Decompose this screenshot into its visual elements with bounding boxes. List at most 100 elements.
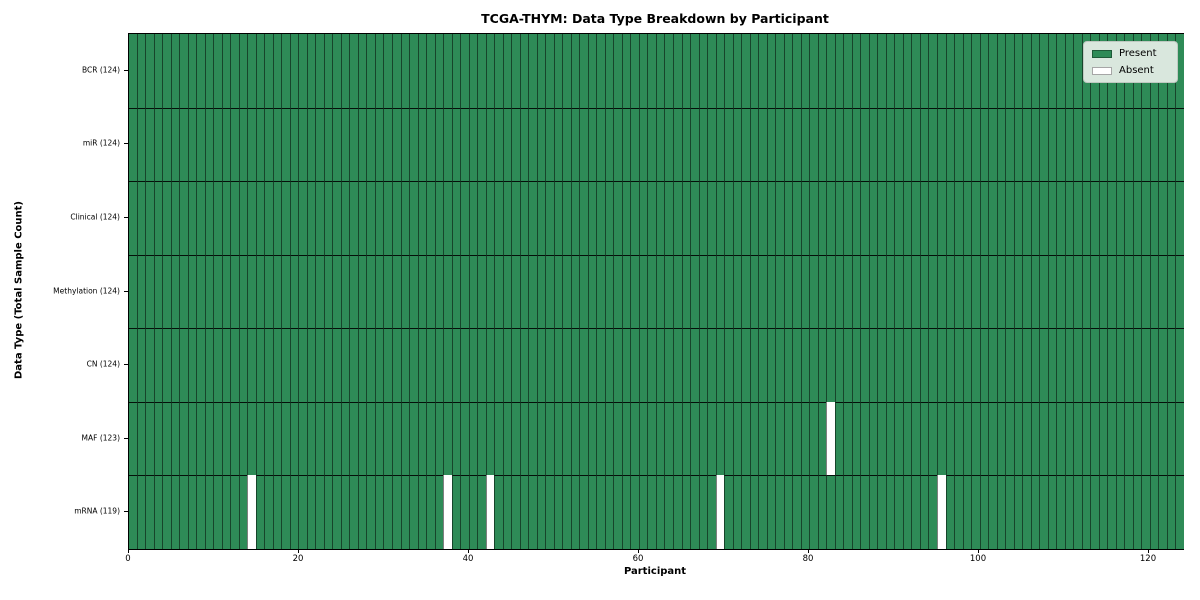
heatmap-cell-present — [698, 254, 708, 329]
heatmap-cell-present — [1124, 401, 1133, 476]
heatmap-cell-present — [553, 181, 563, 255]
heatmap-cell-absent — [247, 475, 256, 550]
heatmap-cell-present — [834, 401, 844, 476]
heatmap-cell-present — [281, 475, 290, 550]
heatmap-cell-present — [1158, 181, 1167, 255]
heatmap-cell-present — [1098, 475, 1108, 550]
heatmap-cell-present — [945, 254, 955, 329]
x-tick-label: 80 — [802, 554, 814, 564]
heatmap-cell-present — [485, 34, 495, 108]
heatmap-cell-present — [724, 34, 733, 108]
heatmap-cell-present — [187, 475, 197, 550]
heatmap-cell-present — [766, 254, 776, 329]
heatmap-cell-present — [332, 475, 341, 550]
heatmap-cell-present — [460, 254, 469, 329]
heatmap-cell-present — [1030, 34, 1040, 108]
heatmap-cell-present — [954, 181, 963, 255]
heatmap-cell-present — [298, 254, 307, 329]
heatmap-cell-present — [604, 107, 614, 182]
heatmap-cell-present — [1022, 34, 1031, 108]
heatmap-cell-present — [1107, 254, 1116, 329]
heatmap-cell-present — [800, 254, 810, 329]
heatmap-cell-present — [460, 34, 469, 108]
heatmap-cell-present — [843, 34, 852, 108]
heatmap-cell-present — [417, 254, 427, 329]
heatmap-cell-present — [511, 107, 520, 182]
heatmap-cell-present — [936, 401, 946, 476]
heatmap-cell-present — [1149, 401, 1159, 476]
heatmap-cell-present — [715, 254, 725, 329]
heatmap-cell-present — [919, 475, 929, 550]
heatmap-cell-present — [170, 401, 180, 476]
heatmap-cell-present — [129, 107, 137, 182]
heatmap-cell-present — [221, 107, 231, 182]
heatmap-cell-present — [545, 107, 554, 182]
heatmap-cell-absent — [443, 475, 452, 550]
heatmap-cell-present — [145, 181, 154, 255]
heatmap-cell-present — [1039, 181, 1048, 255]
heatmap-cell-present — [647, 254, 656, 329]
heatmap-cell-present — [196, 475, 205, 550]
heatmap-cell-present — [885, 328, 895, 402]
heatmap-cell-present — [681, 107, 691, 182]
heatmap-cell-present — [162, 475, 171, 550]
heatmap-cell-present — [162, 34, 171, 108]
heatmap-cell-present — [579, 401, 588, 476]
y-tick-label: BCR (124) — [81, 65, 120, 75]
heatmap-cell-present — [724, 181, 733, 255]
heatmap-cell-present — [468, 107, 478, 182]
heatmap-cell-present — [1030, 107, 1040, 182]
heatmap-cell-present — [1064, 34, 1074, 108]
heatmap-cell-present — [247, 254, 256, 329]
heatmap-cell-present — [1005, 401, 1014, 476]
heatmap-cell-present — [298, 328, 307, 402]
heatmap-cell-present — [409, 107, 418, 182]
heatmap-cell-present — [306, 254, 316, 329]
x-axis-label: Participant — [623, 566, 687, 577]
heatmap-cell-present — [1064, 328, 1074, 402]
heatmap-cell-present — [766, 475, 776, 550]
heatmap-cell-present — [775, 34, 784, 108]
heatmap-cell-present — [809, 107, 818, 182]
heatmap-cell-present — [187, 328, 197, 402]
heatmap-cell-present — [460, 328, 469, 402]
heatmap-cell-present — [1073, 107, 1082, 182]
heatmap-cell-present — [698, 475, 708, 550]
heatmap-cell-present — [1081, 401, 1091, 476]
heatmap-cell-present — [536, 475, 546, 550]
heatmap-cell-present — [298, 401, 307, 476]
heatmap-cell-present — [877, 34, 886, 108]
heatmap-cell-present — [494, 181, 503, 255]
heatmap-cell-present — [971, 181, 980, 255]
heatmap-cell-present — [579, 181, 588, 255]
heatmap-cell-present — [1141, 401, 1150, 476]
heatmap-cell-present — [988, 34, 997, 108]
heatmap-cell-present — [340, 107, 350, 182]
heatmap-cell-present — [851, 401, 861, 476]
heatmap-cell-present — [843, 475, 852, 550]
heatmap-cell-present — [1115, 328, 1125, 402]
heatmap-cell-present — [383, 34, 392, 108]
heatmap-cell-present — [511, 475, 520, 550]
heatmap-cell-present — [1047, 401, 1057, 476]
heatmap-cell-present — [238, 181, 248, 255]
heatmap-cell-present — [221, 328, 231, 402]
heatmap-cell-present — [306, 107, 316, 182]
heatmap-cell-present — [902, 401, 912, 476]
heatmap-cell-present — [340, 475, 350, 550]
heatmap-cell-present — [528, 254, 537, 329]
heatmap-cell-present — [621, 181, 631, 255]
heatmap-cell-present — [817, 254, 827, 329]
heatmap-cell-present — [1064, 475, 1074, 550]
heatmap-cell-present — [877, 475, 886, 550]
heatmap-cell-present — [962, 475, 972, 550]
heatmap-cell-present — [204, 107, 214, 182]
heatmap-cell-present — [519, 475, 529, 550]
heatmap-cell-present — [954, 107, 963, 182]
heatmap-cell-present — [928, 401, 937, 476]
heatmap-cell-present — [826, 181, 835, 255]
heatmap-cell-present — [451, 181, 461, 255]
heatmap-cell-present — [604, 181, 614, 255]
heatmap-cell-present — [928, 107, 937, 182]
heatmap-cell-present — [238, 34, 248, 108]
